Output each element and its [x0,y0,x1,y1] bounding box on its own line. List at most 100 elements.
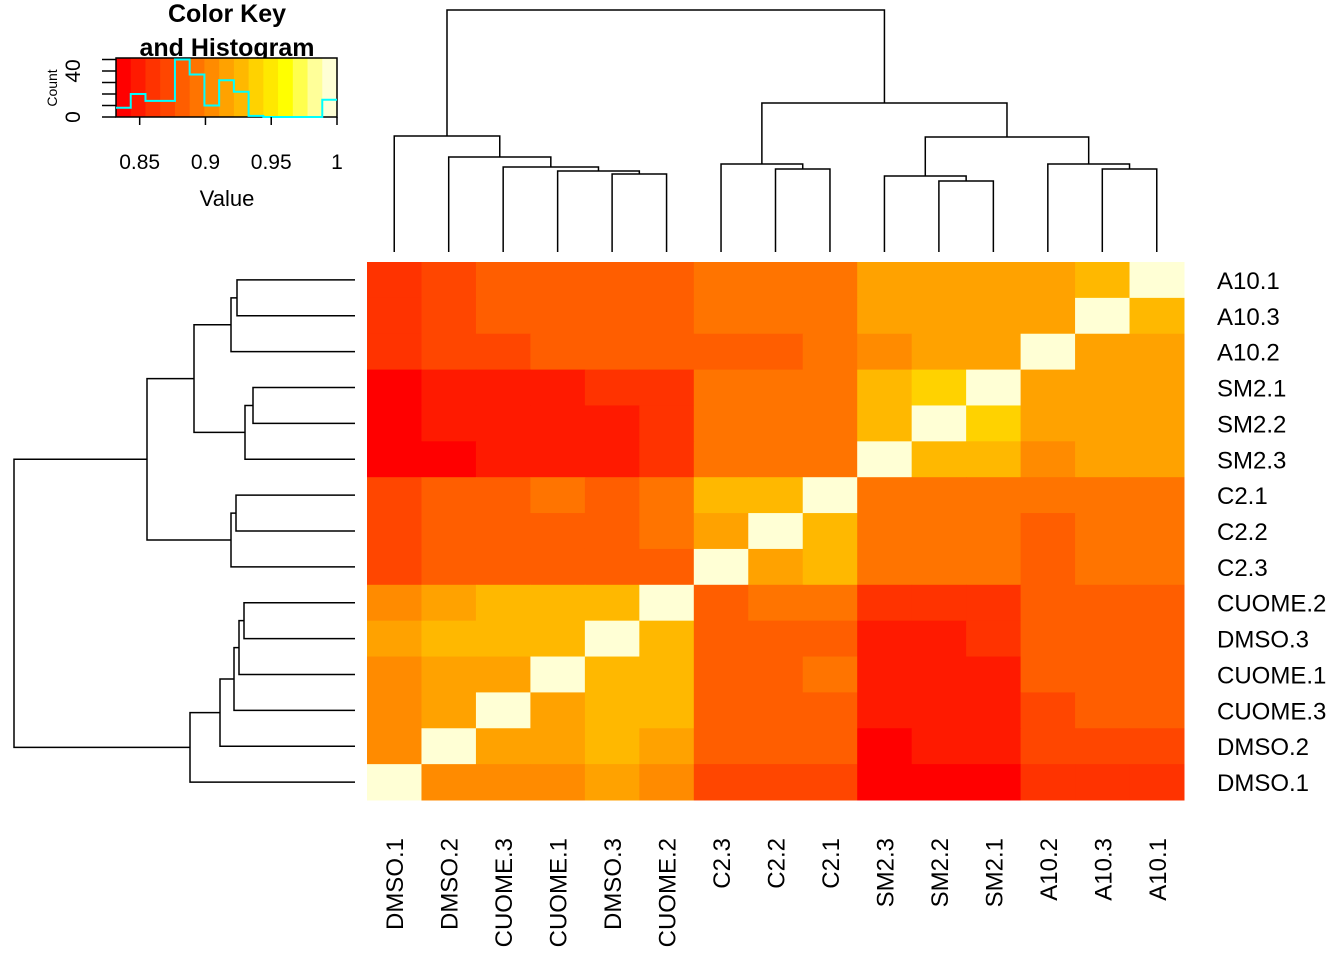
heatmap-cell [584,477,640,514]
row-label: CUOME.1 [1217,662,1326,689]
column-label: CUOME.3 [491,838,518,947]
heatmap-cell [639,584,695,622]
heatmap-cell [367,620,422,658]
heatmap-cell [857,262,913,299]
heatmap-cell [802,548,858,586]
column-label: SM2.2 [927,838,954,907]
heatmap-cell [748,620,804,658]
row-label: C2.1 [1217,483,1268,510]
heatmap-cell [857,656,913,693]
dendrogram-branch [238,619,355,676]
column-dendrogram [393,9,1158,252]
heatmap-cell [1020,297,1076,335]
heatmap-cell [421,656,477,693]
row-label: SM2.3 [1217,447,1286,474]
column-label: SM2.3 [872,838,899,907]
heatmap-cell [367,405,422,442]
heatmap-cell [1020,692,1076,729]
color-key-swatch [130,58,146,117]
heatmap-cell [1129,584,1185,622]
dendrogram-branch [1047,163,1131,252]
color-key-y-tick-label: 40 [62,59,85,82]
heatmap-cell [857,369,913,406]
heatmap-cell [639,441,695,478]
heatmap-cell [748,584,804,622]
heatmap-cell [1129,297,1185,335]
heatmap-cell [857,441,913,478]
column-label: A10.3 [1090,838,1117,901]
heatmap-cell [367,369,422,406]
heatmap-cell [911,548,967,586]
dendrogram-branch [193,324,245,434]
column-label: C2.2 [764,838,791,889]
heatmap-cell [1020,477,1076,514]
row-label: A10.3 [1217,304,1280,331]
heatmap-cell [857,297,913,335]
heatmap-cell [1020,728,1076,765]
heatmap-cell [421,405,477,442]
column-label: CUOME.1 [546,838,573,947]
heatmap-cell [911,262,967,299]
heatmap-cell [1075,477,1131,514]
heatmap-cell [802,369,858,406]
dendrogram-branch [393,135,501,252]
heatmap-cell [802,333,858,371]
dendrogram-branch [446,9,886,136]
heatmap-cell [693,297,749,335]
heatmap-cell [802,692,858,729]
color-key-title-line1: Color Key [168,0,286,28]
heatmap-cell [802,297,858,335]
column-label: DMSO.2 [437,838,464,930]
heatmap-cell [748,333,804,371]
heatmap-cell [966,262,1022,299]
heatmap-cell [748,262,804,299]
heatmap-cell [475,548,531,586]
heatmap-cell [748,513,804,550]
heatmap-cell [748,728,804,765]
dendrogram-branch [883,175,967,252]
heatmap-cell [584,548,640,586]
color-key-swatch [278,58,294,117]
heatmap-cell [584,692,640,729]
heatmap-cell [966,692,1022,729]
color-key-ylabel: Count [44,69,60,106]
heatmap-cell [367,477,422,514]
heatmap-cell [966,620,1022,658]
dendrogram-branch [938,180,995,252]
heatmap-cell [1075,333,1131,371]
heatmap-cell [966,297,1022,335]
heatmap-cell [1075,513,1131,550]
dendrogram-branch [611,173,668,252]
heatmap-cell [693,548,749,586]
heatmap-cell [857,764,913,801]
heatmap-cell [966,548,1022,586]
color-key: Color Key and Histogram Value Count 0.85… [44,0,343,211]
heatmap-cell [693,441,749,478]
heatmap-cell [475,441,531,478]
heatmap-cell [421,764,477,801]
heatmap-cell [748,764,804,801]
heatmap-cell [802,584,858,622]
heatmap-cell [802,513,858,550]
dendrogram-branch [252,386,355,425]
heatmap-cell [530,620,586,658]
heatmap-cell [584,333,640,371]
heatmap-cell [1075,297,1131,335]
heatmap-cell [367,692,422,729]
heatmap-cell [748,477,804,514]
dendrogram-branch [235,494,355,532]
heatmap-cell [1129,764,1185,801]
dendrogram-branch [244,404,355,461]
heatmap-cell [693,333,749,371]
heatmap-cell [693,656,749,693]
color-key-swatch [116,58,132,117]
row-label: DMSO.3 [1217,627,1309,654]
heatmap-cell [421,548,477,586]
row-label: C2.2 [1217,519,1268,546]
heatmap-cell [802,656,858,693]
dendrogram-branch [219,678,355,747]
heatmap-cell [639,369,695,406]
heatmap-cell [1075,369,1131,406]
heatmap-cell [1129,656,1185,693]
heatmap-cell [857,333,913,371]
